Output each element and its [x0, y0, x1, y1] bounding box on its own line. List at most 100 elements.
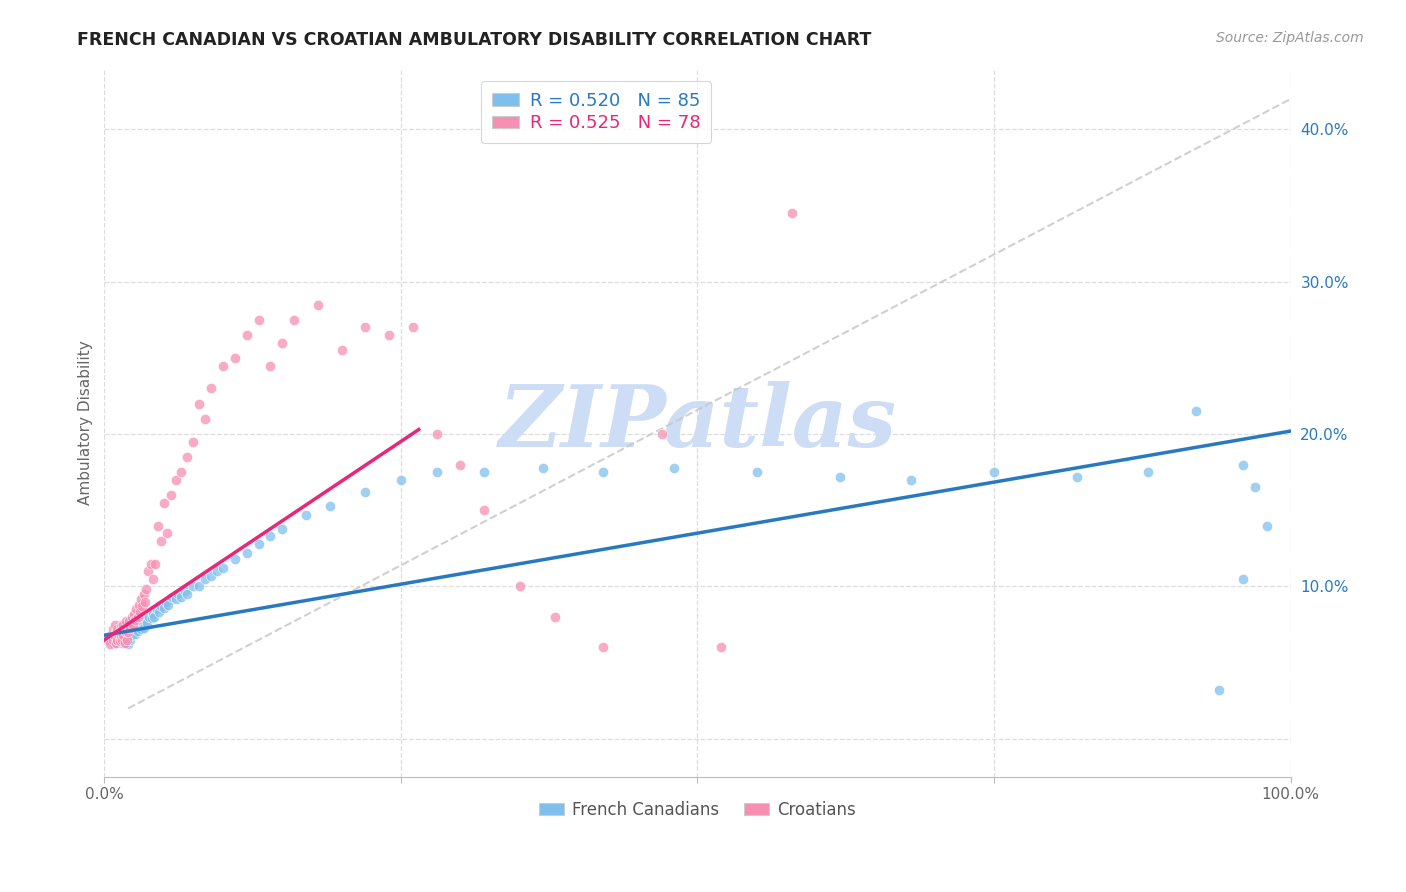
- Point: [472, 465, 495, 479]
- Point: [170, 590, 193, 604]
- Point: [188, 579, 211, 593]
- Point: [1066, 469, 1088, 483]
- Point: [122, 615, 145, 630]
- Point: [224, 552, 246, 566]
- Point: [176, 587, 198, 601]
- Point: [131, 599, 153, 614]
- Point: [425, 465, 447, 479]
- Point: [157, 598, 180, 612]
- Point: [224, 351, 246, 365]
- Point: [1244, 480, 1267, 494]
- Point: [136, 615, 159, 630]
- Point: [141, 611, 163, 625]
- Point: [125, 602, 148, 616]
- Point: [1208, 683, 1230, 698]
- Point: [160, 590, 183, 604]
- Point: [1232, 458, 1254, 472]
- Point: [1137, 465, 1160, 479]
- Point: [509, 579, 531, 593]
- Point: [101, 632, 124, 647]
- Point: [108, 624, 131, 638]
- Point: [142, 572, 165, 586]
- Point: [120, 632, 142, 647]
- Point: [110, 619, 132, 633]
- Point: [105, 636, 128, 650]
- Point: [124, 613, 146, 627]
- Point: [115, 619, 138, 633]
- Point: [651, 427, 673, 442]
- Point: [139, 557, 162, 571]
- Point: [122, 607, 145, 621]
- Point: [121, 617, 143, 632]
- Point: [124, 626, 146, 640]
- Point: [118, 630, 141, 644]
- Point: [212, 359, 235, 373]
- Point: [150, 533, 173, 548]
- Point: [152, 600, 174, 615]
- Point: [1232, 572, 1254, 586]
- Point: [354, 320, 377, 334]
- Point: [425, 427, 447, 442]
- Point: [107, 624, 129, 638]
- Point: [108, 617, 131, 632]
- Text: FRENCH CANADIAN VS CROATIAN AMBULATORY DISABILITY CORRELATION CHART: FRENCH CANADIAN VS CROATIAN AMBULATORY D…: [77, 31, 872, 49]
- Point: [472, 503, 495, 517]
- Point: [247, 313, 270, 327]
- Point: [176, 450, 198, 464]
- Point: [145, 602, 167, 616]
- Point: [111, 632, 134, 647]
- Point: [142, 607, 165, 621]
- Point: [745, 465, 768, 479]
- Point: [129, 622, 152, 636]
- Point: [114, 628, 136, 642]
- Point: [156, 526, 179, 541]
- Point: [170, 465, 193, 479]
- Point: [146, 518, 169, 533]
- Point: [165, 473, 187, 487]
- Point: [259, 529, 281, 543]
- Point: [354, 485, 377, 500]
- Point: [117, 626, 139, 640]
- Point: [782, 206, 804, 220]
- Point: [378, 328, 401, 343]
- Point: [592, 465, 614, 479]
- Point: [103, 628, 125, 642]
- Point: [135, 582, 157, 597]
- Point: [120, 621, 142, 635]
- Point: [121, 628, 143, 642]
- Point: [107, 622, 129, 636]
- Point: [150, 599, 173, 614]
- Point: [174, 584, 197, 599]
- Point: [107, 632, 129, 647]
- Point: [531, 460, 554, 475]
- Point: [129, 591, 152, 606]
- Point: [200, 381, 222, 395]
- Point: [129, 617, 152, 632]
- Point: [194, 412, 217, 426]
- Point: [389, 473, 412, 487]
- Point: [307, 298, 329, 312]
- Point: [710, 640, 733, 655]
- Point: [103, 637, 125, 651]
- Point: [662, 460, 685, 475]
- Point: [117, 637, 139, 651]
- Point: [205, 564, 228, 578]
- Point: [148, 605, 170, 619]
- Point: [108, 628, 131, 642]
- Point: [283, 313, 305, 327]
- Point: [114, 625, 136, 640]
- Point: [271, 335, 294, 350]
- Point: [271, 522, 294, 536]
- Point: [112, 625, 135, 640]
- Point: [121, 610, 143, 624]
- Point: [188, 397, 211, 411]
- Point: [101, 622, 124, 636]
- Point: [111, 630, 134, 644]
- Point: [592, 640, 614, 655]
- Point: [111, 636, 134, 650]
- Point: [167, 587, 190, 601]
- Point: [544, 610, 567, 624]
- Legend: French Canadians, Croatians: French Canadians, Croatians: [531, 794, 863, 825]
- Point: [101, 628, 124, 642]
- Point: [122, 625, 145, 640]
